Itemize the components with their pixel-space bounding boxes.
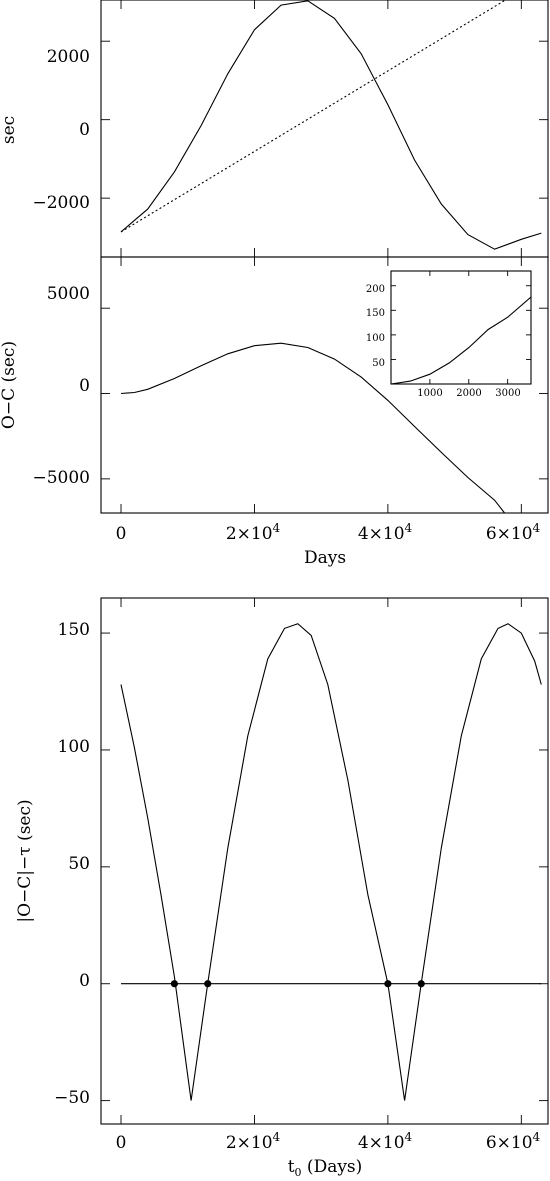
panel-c-x-axis-label: t0 (Days) bbox=[288, 1157, 363, 1179]
y-tick-label: 100 bbox=[58, 737, 90, 757]
panel-b-curves bbox=[120, 342, 506, 513]
y-tick-label: −2000 bbox=[32, 193, 90, 213]
panel-b-inset: 50 100 150 200 1000 2000 3000 bbox=[366, 270, 532, 399]
y-tick-label: 5000 bbox=[47, 284, 90, 304]
panel-b-frame bbox=[100, 256, 549, 514]
panel-c-frame bbox=[100, 597, 549, 1125]
panel-a-curves bbox=[120, 0, 542, 250]
inset-y-tick-label: 150 bbox=[366, 308, 385, 319]
panel-a-y-axis-label: sec bbox=[0, 116, 19, 144]
panel-b-y-axis-label: O−C (sec) bbox=[0, 341, 19, 429]
panel-b-ticks bbox=[101, 257, 548, 513]
panel-c-series-0-line bbox=[120, 623, 542, 1101]
y-tick-label: 0 bbox=[79, 376, 90, 396]
x-tick-label: 4×104 bbox=[358, 521, 413, 544]
x-tick-label: 2×104 bbox=[226, 521, 281, 544]
crossing-point-marker bbox=[417, 980, 425, 988]
x-tick-label: 6×104 bbox=[486, 1130, 541, 1153]
inset-x-tick-label: 1000 bbox=[417, 388, 442, 399]
panel-c-ticks bbox=[101, 598, 548, 1124]
x-tick-label: 0 bbox=[116, 524, 127, 544]
inset-x-tick-label: 3000 bbox=[495, 388, 520, 399]
inset-y-tick-label: 50 bbox=[372, 358, 385, 369]
panel-c-x-tick-labels: 0 2×104 4×104 6×104 bbox=[116, 1130, 541, 1153]
y-tick-label: 50 bbox=[68, 854, 90, 874]
x-tick-label: 4×104 bbox=[358, 1130, 413, 1153]
inset-y-tick-label: 200 bbox=[366, 284, 385, 295]
panel-c-markers bbox=[170, 980, 425, 988]
x-tick-label: 6×104 bbox=[486, 521, 541, 544]
inset-x-tick-labels: 1000 2000 3000 bbox=[417, 388, 520, 399]
panel-a-series-0-line bbox=[120, 0, 542, 250]
panel-b-y-tick-labels: −5000 0 5000 bbox=[32, 284, 90, 488]
inset-series-0-line bbox=[391, 296, 531, 384]
y-tick-label: 0 bbox=[79, 120, 90, 140]
inset-y-tick-labels: 50 100 150 200 bbox=[366, 284, 385, 369]
crossing-point-marker bbox=[170, 980, 178, 988]
inset-y-tick-label: 100 bbox=[366, 333, 385, 344]
panel-c: −50 0 50 100 150 0 2×104 4×104 6×104 t0 … bbox=[15, 597, 549, 1179]
panel-a-y-tick-labels: −2000 0 2000 bbox=[32, 47, 90, 213]
crossing-point-marker bbox=[384, 980, 392, 988]
panel-a-series-1-line bbox=[120, 0, 507, 233]
inset-ticks bbox=[391, 271, 531, 384]
y-tick-label: 2000 bbox=[47, 47, 90, 67]
panel-c-curves bbox=[120, 623, 542, 1101]
x-tick-label: 2×104 bbox=[226, 1130, 281, 1153]
panel-a: −2000 0 2000 sec bbox=[0, 0, 549, 258]
x-tick-label: 0 bbox=[116, 1133, 127, 1153]
panel-a-frame bbox=[100, 0, 549, 258]
y-tick-label: −50 bbox=[54, 1088, 90, 1108]
panel-c-y-tick-labels: −50 0 50 100 150 bbox=[54, 620, 90, 1108]
panel-c-y-axis-label: |O−C|−τ (sec) bbox=[15, 799, 35, 922]
y-tick-label: −5000 bbox=[32, 468, 90, 488]
panel-b-x-tick-labels: 0 2×104 4×104 6×104 bbox=[116, 521, 541, 544]
inset-x-tick-label: 2000 bbox=[456, 388, 481, 399]
inset-curves bbox=[391, 296, 531, 384]
y-tick-label: 0 bbox=[79, 971, 90, 991]
y-tick-label: 150 bbox=[58, 620, 90, 640]
crossing-point-marker bbox=[204, 980, 212, 988]
panel-b: −5000 0 5000 0 2×104 4×104 6×104 Days O−… bbox=[0, 256, 549, 568]
panel-b-series-0-line bbox=[120, 342, 506, 513]
panel-b-x-axis-label: Days bbox=[304, 548, 346, 568]
panel-a-ticks bbox=[101, 0, 548, 257]
inset-frame bbox=[390, 270, 532, 385]
